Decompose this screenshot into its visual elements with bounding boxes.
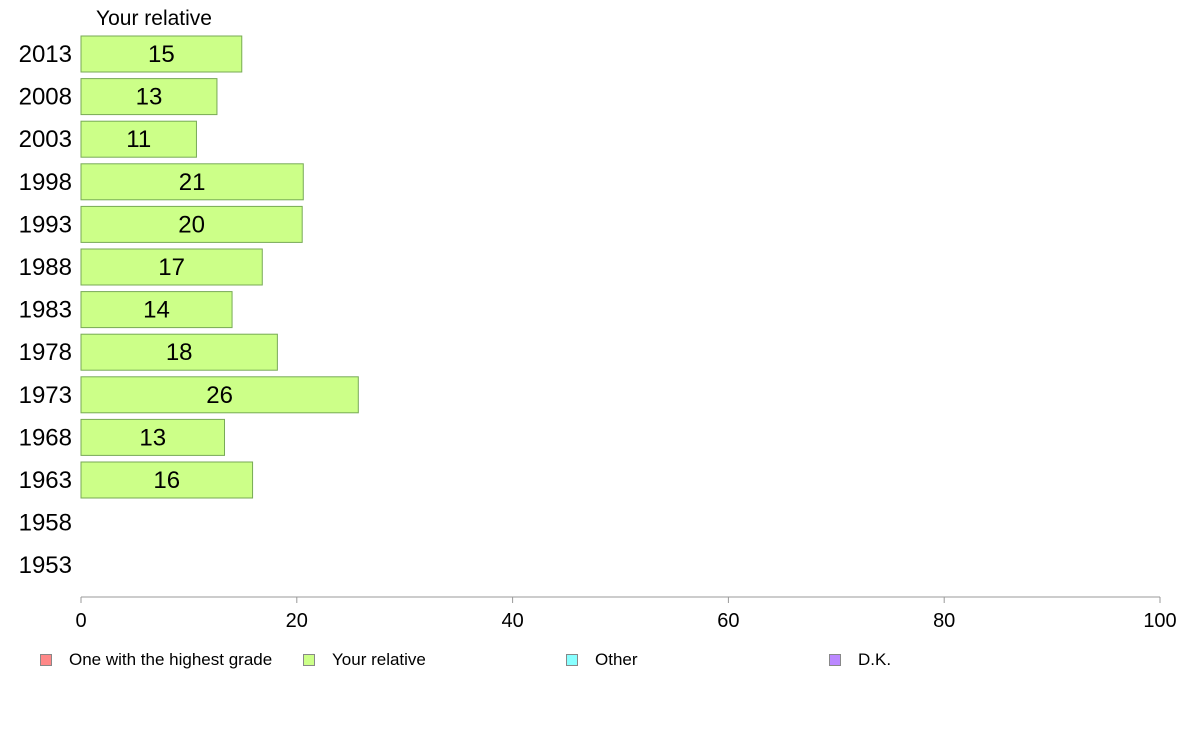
bar (80, 248, 263, 286)
legend-label: Your relative (332, 650, 426, 669)
bar (80, 205, 303, 243)
y-tick-label: 2008 (19, 84, 72, 111)
data-label: 15 (148, 41, 175, 68)
bar (80, 461, 254, 499)
bar (80, 163, 304, 201)
x-tick-label: 60 (717, 610, 739, 632)
y-tick-label: 1963 (19, 467, 72, 494)
data-label: 11 (126, 126, 151, 153)
data-label: 21 (179, 169, 206, 196)
x-tick-label: 0 (75, 610, 86, 632)
y-tick-label: 1988 (19, 254, 72, 281)
x-tick-label: 100 (1143, 610, 1176, 632)
legend-item-other: Other (566, 650, 638, 670)
y-tick-label: 1968 (19, 424, 72, 451)
y-tick-label: 1978 (19, 339, 72, 366)
legend-label: One with the highest grade (69, 650, 273, 669)
y-tick-label: 1998 (19, 169, 72, 196)
bar (80, 333, 278, 371)
data-label: 26 (206, 382, 233, 409)
bar (80, 78, 218, 116)
data-label: 18 (166, 339, 193, 366)
data-label: 14 (143, 297, 170, 324)
legend-label: D.K. (858, 650, 892, 669)
y-tick-label: 2003 (19, 126, 72, 153)
data-label: 13 (136, 84, 163, 111)
legend-item-highest-grade: One with the highest grade (40, 650, 272, 670)
legend-swatch-highest-grade (40, 654, 52, 666)
legend-item-dk: D.K. (829, 650, 891, 670)
y-tick-label: 2013 (19, 41, 72, 68)
legend-item-your-relative: Your relative (303, 650, 426, 670)
legend-swatch-your-relative (303, 654, 315, 666)
bar (80, 35, 243, 73)
data-label: 13 (139, 424, 166, 451)
x-tick-label: 40 (501, 610, 523, 632)
data-label: 16 (153, 467, 180, 494)
y-tick-label: 1993 (19, 211, 72, 238)
y-tick-label: 1973 (19, 382, 72, 409)
bar (80, 376, 359, 414)
bar (80, 120, 197, 158)
x-tick-label: 20 (286, 610, 308, 632)
y-tick-label: 1953 (19, 552, 72, 579)
legend: One with the highest grade Your relative… (40, 650, 1180, 670)
data-label: 20 (178, 211, 205, 238)
bar (80, 291, 233, 329)
bar (80, 418, 226, 456)
legend-label: Other (595, 650, 638, 669)
data-label: 17 (158, 254, 185, 281)
x-tick-label: 80 (933, 610, 955, 632)
series-title: Your relative (96, 7, 212, 30)
y-tick-label: 1958 (19, 510, 72, 537)
legend-swatch-other (566, 654, 578, 666)
legend-swatch-dk (829, 654, 841, 666)
y-tick-label: 1983 (19, 297, 72, 324)
